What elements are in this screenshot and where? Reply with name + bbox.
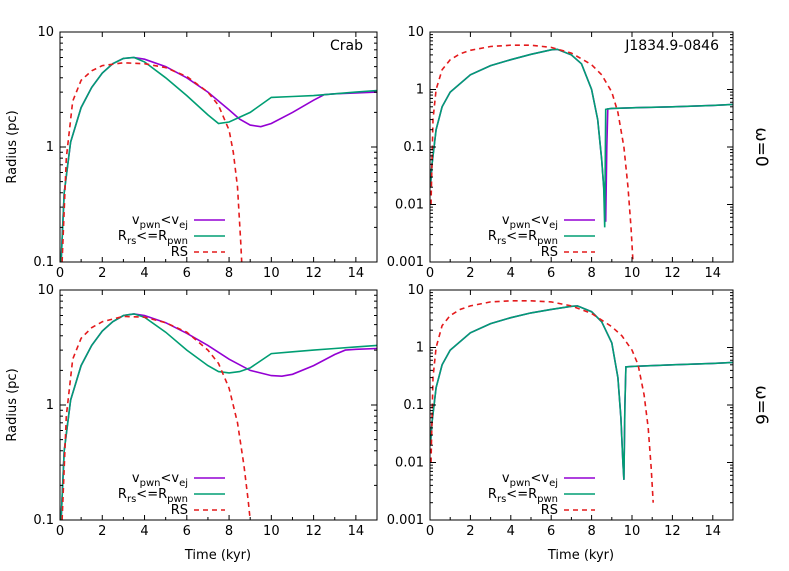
x-tick-label: 8 [587,524,595,539]
legend-vpwn-lt-vej-label: vpwn<vej [502,213,558,231]
series-line-rs [430,44,634,262]
legend-rrs-le-rpwn-label: Rrs<=Rpwn [488,229,558,247]
x-tick-label: 4 [507,524,515,539]
x-tick-label: 4 [140,266,148,281]
x-tick-label: 10 [624,524,641,539]
x-tick-label: 8 [225,266,233,281]
x-tick-label: 14 [348,524,365,539]
legend-rrs-le-rpwn-label: Rrs<=Rpwn [488,487,558,505]
x-tick-label: 4 [507,266,515,281]
legend-vpwn-lt-vej-label: vpwn<vej [502,471,558,489]
row-label-omega6: ω=6 [751,385,771,424]
legend-rs-label: RS [541,245,558,260]
y-tick-label: 1 [46,140,54,155]
x-tick-label: 10 [263,266,280,281]
legend-rs-label: RS [171,503,188,518]
x-tick-label: 14 [705,266,722,281]
x-tick-label: 12 [664,524,681,539]
x-tick-label: 0 [56,524,64,539]
x-tick-label: 0 [426,266,434,281]
panel-j1834-omega0: 0 2 4 6 8 10 12 14 0.001 0.01 0.1 1 10 J1834.9-0846 vp… [387,25,734,281]
plot-frame [59,31,378,263]
y-tick-label: 1 [416,83,424,98]
x-tick-label: 12 [664,266,681,281]
x-tick-label: 12 [305,266,322,281]
x-tick-label: 8 [587,266,595,281]
y-tick-label: 1 [46,398,54,413]
y-tick-label: 10 [407,25,424,40]
panel-j1834-omega6: 0 2 4 6 8 10 12 14 0.001 0.01 0.1 1 10 vpwn<vejRrs<=R… [387,283,734,539]
panel-title: J1834.9-0846 [624,38,719,54]
plot-frame [59,289,378,521]
series-line-rrs-le-rpwn [430,48,733,228]
series-line-rrs-le-rpwn [60,313,377,520]
x-tick-label: 2 [466,524,474,539]
x-tick-label: 6 [183,266,191,281]
y-tick-label: 0.001 [387,255,424,270]
legend-rrs-le-rpwn-label: Rrs<=Rpwn [118,487,188,505]
x-axis-label-right: Time (kyr) [547,548,614,563]
x-tick-label: 14 [348,266,365,281]
y-tick-label: 0.001 [387,513,424,528]
series-line-vpwn-lt-vej [430,48,733,222]
x-tick-label: 2 [98,266,106,281]
x-tick-label: 10 [263,524,280,539]
legend-vpwn-lt-vej-label: vpwn<vej [132,471,188,489]
x-tick-label: 8 [225,524,233,539]
plot-frame [429,31,734,263]
panel-title: Crab [330,38,363,54]
y-tick-label: 0.1 [403,140,424,155]
x-tick-label: 12 [305,524,322,539]
legend-rs-label: RS [541,503,558,518]
y-tick-label: 0.1 [33,255,54,270]
legend-vpwn-lt-vej-label: vpwn<vej [132,213,188,231]
series-line-rrs-le-rpwn [60,56,377,262]
series-line-rrs-le-rpwn [430,305,733,480]
y-tick-label: 10 [37,25,54,40]
y-tick-label: 0.1 [403,398,424,413]
x-tick-label: 6 [547,524,555,539]
x-tick-label: 4 [140,524,148,539]
y-tick-label: 10 [407,283,424,298]
x-tick-label: 14 [705,524,722,539]
series-line-rs [430,300,654,503]
legend-rrs-le-rpwn-label: Rrs<=Rpwn [118,229,188,247]
x-tick-label: 2 [466,266,474,281]
x-tick-label: 2 [98,524,106,539]
row-label-omega0: ω=0 [751,127,771,166]
x-tick-label: 6 [547,266,555,281]
legend-rs-label: RS [171,245,188,260]
x-tick-label: 0 [56,266,64,281]
x-tick-label: 10 [624,266,641,281]
y-tick-label: 0.01 [395,198,424,213]
series-line-vpwn-lt-vej [60,56,377,262]
y-tick-label: 1 [416,341,424,356]
y-axis-label-bottom: Radius (pc) [5,368,20,441]
y-axis-label-top: Radius (pc) [5,110,20,183]
x-tick-label: 6 [183,524,191,539]
series-line-vpwn-lt-vej [430,305,733,480]
y-tick-label: 10 [37,283,54,298]
y-tick-label: 0.1 [33,513,54,528]
plot-frame [429,289,734,521]
series-line-rs [61,61,243,262]
y-tick-label: 0.01 [395,456,424,471]
x-axis-label-left: Time (kyr) [184,548,251,563]
x-tick-label: 0 [426,524,434,539]
series-line-vpwn-lt-vej [60,313,377,520]
